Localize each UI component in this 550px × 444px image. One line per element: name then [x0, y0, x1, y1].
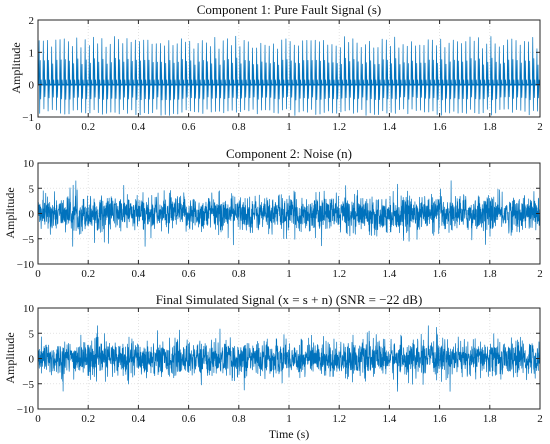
y-tick-label: 0	[29, 80, 35, 92]
x-tick-label: 1	[286, 413, 292, 425]
y-tick-label: 5	[29, 183, 35, 195]
x-tick-label: 0.2	[81, 268, 95, 280]
y-tick-label: 0	[29, 209, 35, 221]
x-tick-label: 0	[35, 268, 41, 280]
panel-1-grid	[38, 20, 540, 117]
x-tick-label: 2	[537, 413, 543, 425]
y-tick-label: −5	[22, 379, 34, 391]
x-tick-label: 1.4	[383, 121, 397, 133]
y-tick-label: 10	[23, 158, 35, 170]
panel-2-ticks: 0 0.2 0.4 0.6 0.8 1 1.2 1.4 1.6 1.8 2 −10 −5 0 5 10	[17, 158, 543, 280]
signal-series-line	[37, 180, 541, 247]
x-tick-label: 0.2	[81, 413, 95, 425]
y-tick-label: 2	[29, 15, 35, 27]
x-tick-label: 1.2	[332, 413, 346, 425]
panel-3-grid	[38, 308, 540, 409]
y-tick-label: 5	[29, 328, 35, 340]
panel-3-signal-trace	[37, 325, 541, 392]
x-tick-label: 1.2	[332, 268, 346, 280]
panel-1-signal-trace	[38, 35, 540, 116]
y-tick-label: 0	[29, 354, 35, 366]
x-tick-label: 1.8	[483, 413, 497, 425]
panel-1-title: Component 1: Pure Fault Signal (s)	[197, 2, 382, 17]
x-tick-label: 0	[35, 413, 41, 425]
panel-2-ylabel: Amplitude	[3, 187, 17, 238]
x-tick-label: 1.6	[433, 268, 447, 280]
x-tick-label: 0.8	[232, 413, 246, 425]
panel-1-ylabel: Amplitude	[9, 42, 23, 93]
x-tick-label: 1.2	[332, 121, 346, 133]
x-tick-label: 0.6	[182, 413, 196, 425]
y-tick-label: −10	[17, 259, 35, 271]
x-tick-label: 2	[537, 121, 543, 133]
y-tick-label: 1	[29, 47, 35, 59]
x-tick-label: 0.2	[81, 121, 95, 133]
x-tick-label: 1.4	[383, 268, 397, 280]
x-tick-label: 1.6	[433, 121, 447, 133]
x-tick-label: 0.8	[232, 268, 246, 280]
panel-noise: Component 2: Noise (n) Amplitude 0 0.2 0.4…	[3, 146, 543, 280]
y-tick-label: −1	[22, 112, 34, 124]
x-tick-label: 0.6	[182, 121, 196, 133]
panel-3-title: Final Simulated Signal (x = s + n) (SNR …	[156, 292, 423, 307]
panel-3-ticks: 0 0.2 0.4 0.6 0.8 1 1.2 1.4 1.6 1.8 2 −10 −5 0 5 10	[17, 303, 543, 425]
y-tick-label: −10	[17, 404, 35, 416]
panel-2-signal-trace	[37, 180, 541, 247]
panel-final-simulated-signal: Final Simulated Signal (x = s + n) (SNR …	[3, 292, 543, 441]
x-tick-label: 0	[35, 121, 41, 133]
panel-2-title: Component 2: Noise (n)	[226, 146, 352, 161]
y-tick-label: −5	[22, 234, 34, 246]
panel-2-grid	[38, 163, 540, 264]
x-tick-label: 0.4	[132, 268, 146, 280]
x-tick-label: 0.6	[182, 268, 196, 280]
x-tick-label: 1.6	[433, 413, 447, 425]
x-tick-label: 0.8	[232, 121, 246, 133]
x-tick-label: 0.4	[132, 413, 146, 425]
x-tick-label: 1	[286, 121, 292, 133]
x-tick-label: 1.4	[383, 413, 397, 425]
x-tick-label: 1.8	[483, 121, 497, 133]
signal-series-line	[38, 35, 540, 116]
panel-3-ylabel: Amplitude	[3, 332, 17, 383]
x-tick-label: 1	[286, 268, 292, 280]
x-tick-label: 1.8	[483, 268, 497, 280]
panel-3-xlabel: Time (s)	[269, 427, 310, 441]
panel-pure-fault-signal: Component 1: Pure Fault Signal (s) Ampli…	[9, 2, 543, 133]
y-tick-label: 10	[23, 303, 35, 315]
signal-series-line	[37, 325, 541, 392]
x-tick-label: 2	[537, 268, 543, 280]
x-tick-label: 0.4	[132, 121, 146, 133]
